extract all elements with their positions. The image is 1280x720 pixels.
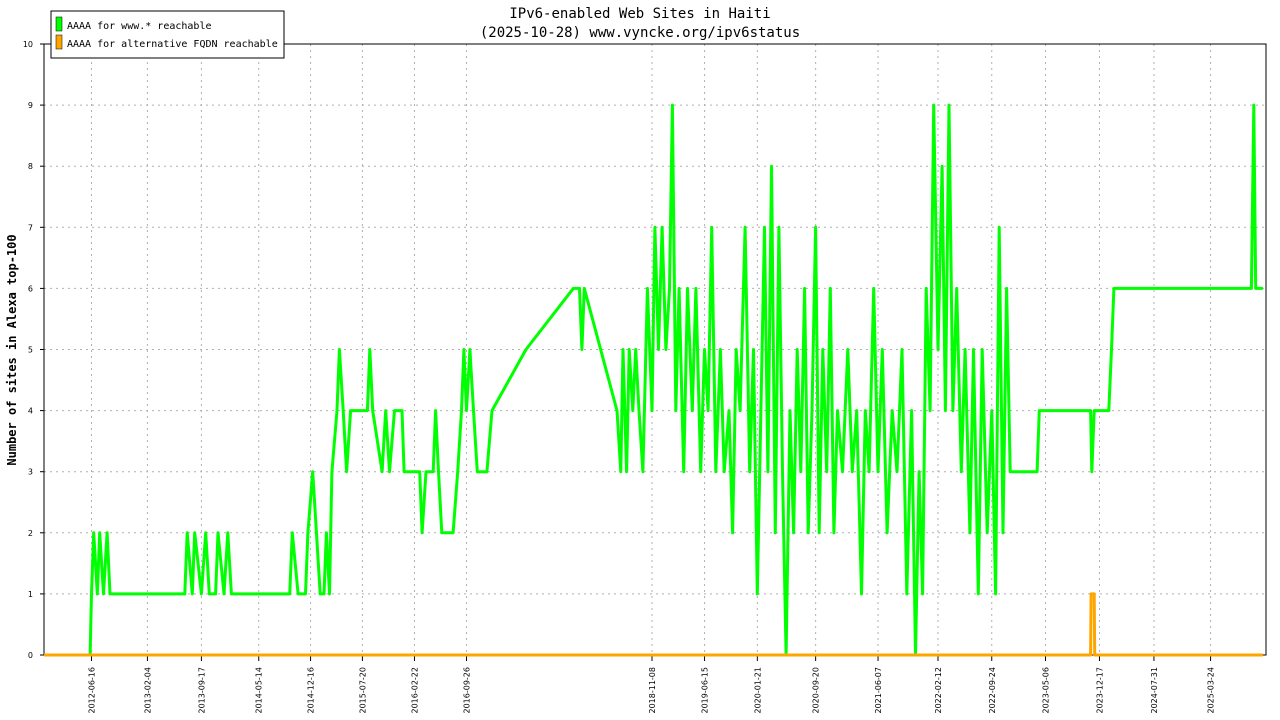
x-tick-label: 2015-07-20 — [358, 667, 367, 714]
y-tick-label: 8 — [28, 162, 33, 171]
x-tick-label: 2016-09-26 — [463, 667, 472, 714]
x-tick-label: 2020-09-20 — [812, 667, 821, 714]
chart-title: IPv6-enabled Web Sites in Haiti — [509, 6, 770, 22]
y-tick-label: 4 — [28, 407, 33, 416]
x-tick-label: 2014-12-16 — [307, 667, 316, 714]
x-tick-label: 2023-05-06 — [1041, 667, 1050, 714]
y-tick-label: 0 — [28, 651, 33, 660]
x-tick-label: 2016-02-22 — [410, 667, 419, 714]
y-tick-label: 5 — [28, 346, 33, 355]
x-tick-label: 2021-06-07 — [874, 667, 883, 714]
legend-label-alternative-fqdn: AAAA for alternative FQDN reachable — [67, 39, 278, 50]
x-tick-label: 2022-02-12 — [934, 667, 943, 714]
x-tick-label: 2014-05-14 — [255, 667, 264, 714]
x-tick-label: 2025-03-24 — [1207, 667, 1216, 714]
x-tick-label: 2012-06-16 — [88, 667, 97, 714]
chart-subtitle: (2025-10-28) www.vyncke.org/ipv6status — [480, 25, 800, 41]
y-tick-label: 7 — [28, 223, 33, 232]
series-layer — [44, 103, 1263, 657]
y-tick-label: 3 — [28, 468, 33, 477]
x-tick-label: 2018-11-08 — [648, 667, 657, 714]
series-line-www — [44, 103, 1263, 657]
legend-swatch-www — [55, 16, 63, 32]
x-tick-label: 2024-07-31 — [1150, 667, 1159, 714]
x-tick-label: 2013-02-04 — [143, 667, 152, 714]
x-tick-label: 2019-06-15 — [701, 667, 710, 714]
legend-label-www: AAAA for www.* reachable — [67, 21, 212, 32]
y-tick-label: 2 — [28, 529, 33, 538]
x-tick-label: 2022-09-24 — [988, 667, 997, 714]
x-tick-label: 2013-09-17 — [197, 667, 206, 714]
x-tick-label: 2023-12-17 — [1095, 667, 1104, 714]
y-axis-label: Number of sites in Alexa top-100 — [5, 234, 19, 465]
legend-swatch-alternative-fqdn — [55, 34, 63, 50]
y-tick-label: 6 — [28, 284, 33, 293]
x-tick-label: 2020-01-21 — [753, 667, 762, 714]
legend: AAAA for www.* reachable AAAA for altern… — [50, 10, 285, 59]
y-tick-label: 10 — [23, 40, 33, 49]
legend-box — [50, 10, 285, 59]
y-tick-label: 9 — [28, 101, 33, 110]
series-line-alternative-fqdn — [44, 592, 1263, 657]
y-tick-label: 1 — [28, 590, 33, 599]
